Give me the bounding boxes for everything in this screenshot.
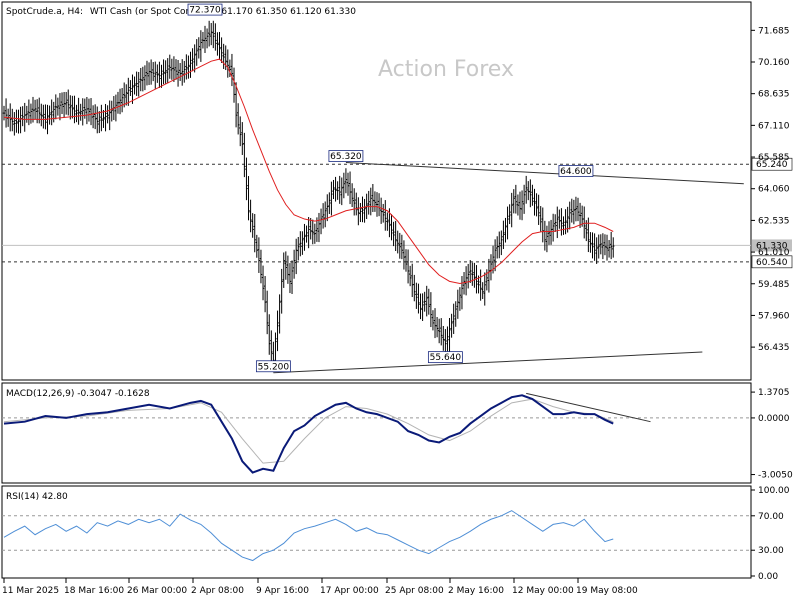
macd-y-tick-label: -3.0050: [758, 471, 793, 481]
moving-average-line: [3, 58, 614, 284]
macd-panel-frame: [1, 382, 752, 484]
rsi-line: [3, 510, 614, 562]
price-y-tick-label: 68.635: [758, 90, 790, 100]
price-y-tick-label: 70.160: [758, 58, 790, 68]
price-annotation-box: [255, 360, 291, 373]
x-tick-label: 19 May 08:00: [576, 586, 638, 596]
price-annotation-box: [427, 351, 463, 364]
macd-series: 1.3705 0.0000 -3.0050: [2, 388, 793, 481]
level-label-box: [751, 157, 793, 171]
x-tick-label: 9 Apr 16:00: [256, 586, 309, 596]
instrument-description: WTI Cash (or Spot Contract: [90, 7, 213, 17]
x-axis-labels: 11 Mar 2025 18 Mar 16:00 26 Mar 00:00 2 Apr…: [2, 578, 638, 596]
watermark: Action Forex: [378, 57, 514, 82]
price-y-tick-label: 61.010: [758, 248, 790, 258]
rsi-indicator-label: RSI(14) 42.80: [6, 492, 68, 502]
x-tick-label: 12 May 00:00: [512, 586, 574, 596]
price-panel-frame: [1, 1, 752, 381]
rsi-y-tick-label: 100.00: [758, 486, 790, 496]
macd-line: [3, 394, 614, 474]
horizontal-levels: 65.240 60.540 61.330: [2, 157, 793, 269]
price-annotation-label: 55.640: [430, 353, 462, 363]
price-y-tick-label: 59.485: [758, 280, 790, 290]
current-price-label: 61.330: [756, 241, 788, 251]
rsi-y-tick-label: 0.00: [758, 572, 778, 582]
price-y-tick-label: 56.435: [758, 343, 790, 353]
price-annotation-label: 64.600: [560, 167, 592, 177]
price-annotations: 72.370 55.200 65.320 55.640 64.600: [187, 3, 594, 373]
x-tick-label: 2 May 16:00: [448, 586, 504, 596]
ohlc-values: 61.170 61.350 61.120 61.330: [221, 7, 356, 17]
price-y-tick-label: 57.960: [758, 311, 790, 321]
rsi-series: 100.00 70.00 30.00 0.00: [2, 486, 790, 582]
rsi-panel-frame: [1, 485, 752, 579]
rsi-y-tick-label: 30.00: [758, 546, 784, 556]
triangle-trendline: [273, 351, 703, 374]
price-y-tick-label: 67.110: [758, 121, 790, 131]
price-annotation-box: [558, 165, 594, 177]
level-label-box: [751, 255, 793, 269]
macd-indicator-label: MACD(12,26,9) -0.3047 -0.1628: [6, 389, 150, 399]
price-series: [2, 20, 615, 373]
x-tick-label: 17 Apr 00:00: [320, 586, 379, 596]
x-tick-label: 26 Mar 00:00: [127, 586, 187, 596]
x-tick-label: 11 Mar 2025: [2, 586, 59, 596]
price-y-axis: 71.685 70.160 68.635 67.110 65.585 64.060 62.5…: [751, 26, 790, 353]
rsi-y-tick-label: 70.00: [758, 512, 784, 522]
x-tick-label: 25 Apr 08:00: [385, 586, 444, 596]
trendlines: [273, 162, 744, 374]
x-tick-label: 18 Mar 16:00: [64, 586, 124, 596]
macd-y-tick-label: 0.0000: [758, 414, 790, 424]
price-y-tick-label: 62.535: [758, 216, 790, 226]
price-y-tick-label: 71.685: [758, 26, 790, 36]
level-label: 65.240: [756, 160, 788, 170]
level-label: 60.540: [756, 258, 788, 268]
macd-y-tick-label: 1.3705: [758, 388, 790, 398]
price-annotation-box: [328, 150, 364, 162]
price-y-tick-label: 64.060: [758, 185, 790, 195]
price-y-tick-label: 65.585: [758, 153, 790, 163]
symbol: SpotCrude.a, H4:: [6, 7, 83, 17]
price-annotation-label: 72.370: [189, 6, 221, 16]
x-tick-label: 2 Apr 08:00: [191, 586, 244, 596]
price-annotation-box: [187, 3, 223, 16]
moving-average-series: [3, 58, 614, 284]
current-price-box: [752, 239, 792, 252]
triangle-trendline: [345, 162, 744, 185]
price-annotation-label: 55.200: [258, 362, 290, 372]
price-annotation-label: 65.320: [330, 152, 362, 162]
macd-trendline: [526, 392, 651, 423]
chart-header: SpotCrude.a, H4: WTI Cash (or Spot Contr…: [6, 7, 356, 17]
